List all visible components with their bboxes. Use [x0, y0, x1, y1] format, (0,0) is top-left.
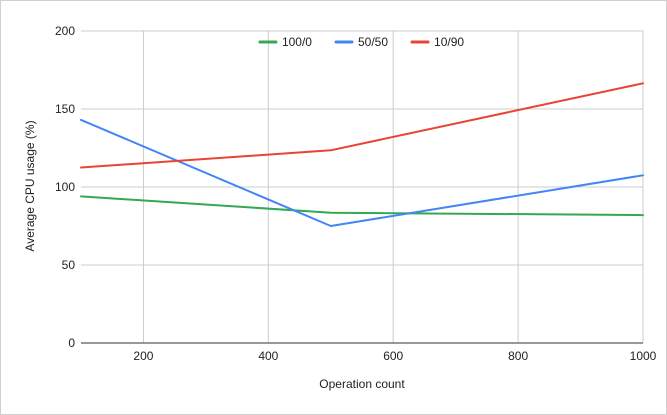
y-tick-label: 100: [55, 180, 75, 194]
legend: 100/0 50/50 10/90: [258, 35, 464, 49]
legend-item: 10/90: [410, 35, 464, 49]
y-axis-title: Average CPU usage (%): [23, 120, 37, 251]
legend-label: 10/90: [434, 35, 464, 49]
legend-label: 100/0: [282, 35, 312, 49]
series-line-1: [80, 118, 644, 227]
x-tick-label: 800: [508, 349, 528, 363]
x-tick-label: 200: [133, 349, 153, 363]
y-tick-label: 150: [55, 102, 75, 116]
y-tick-labels: 0 50 100 150 200: [55, 24, 75, 350]
x-tick-label: 400: [258, 349, 278, 363]
x-tick-labels: 200 400 600 800 1000: [133, 349, 656, 363]
y-tick-label: 200: [55, 24, 75, 38]
series-line-2: [80, 82, 644, 169]
y-tick-label: 50: [62, 258, 76, 272]
y-tick-label: 0: [68, 336, 75, 350]
legend-label: 50/50: [358, 35, 388, 49]
legend-item: 50/50: [334, 35, 388, 49]
series-line-0: [80, 195, 644, 217]
x-tick-label: 1000: [630, 349, 657, 363]
x-axis-title: Operation count: [319, 377, 405, 391]
series-lines: [80, 82, 644, 227]
gridlines: [81, 30, 644, 343]
x-tick-label: 600: [383, 349, 403, 363]
legend-item: 100/0: [258, 35, 312, 49]
